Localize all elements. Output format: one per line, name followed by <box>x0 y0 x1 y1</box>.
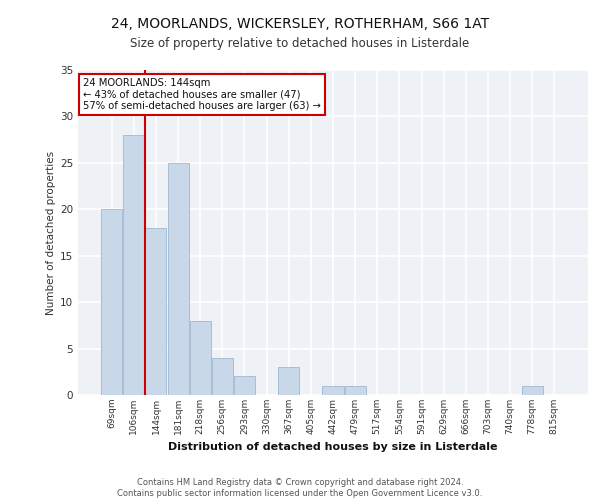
Text: Size of property relative to detached houses in Listerdale: Size of property relative to detached ho… <box>130 38 470 51</box>
Bar <box>124 135 145 395</box>
Bar <box>145 228 166 395</box>
Bar <box>234 376 255 395</box>
Text: Contains HM Land Registry data © Crown copyright and database right 2024.
Contai: Contains HM Land Registry data © Crown c… <box>118 478 482 498</box>
Bar <box>212 358 233 395</box>
Y-axis label: Number of detached properties: Number of detached properties <box>46 150 56 314</box>
Text: 24 MOORLANDS: 144sqm
← 43% of detached houses are smaller (47)
57% of semi-detac: 24 MOORLANDS: 144sqm ← 43% of detached h… <box>83 78 321 112</box>
Bar <box>322 386 344 395</box>
Bar <box>167 163 188 395</box>
Bar <box>521 386 542 395</box>
Bar <box>190 320 211 395</box>
Bar <box>344 386 365 395</box>
X-axis label: Distribution of detached houses by size in Listerdale: Distribution of detached houses by size … <box>168 442 498 452</box>
Text: 24, MOORLANDS, WICKERSLEY, ROTHERHAM, S66 1AT: 24, MOORLANDS, WICKERSLEY, ROTHERHAM, S6… <box>111 18 489 32</box>
Bar <box>101 210 122 395</box>
Bar <box>278 367 299 395</box>
